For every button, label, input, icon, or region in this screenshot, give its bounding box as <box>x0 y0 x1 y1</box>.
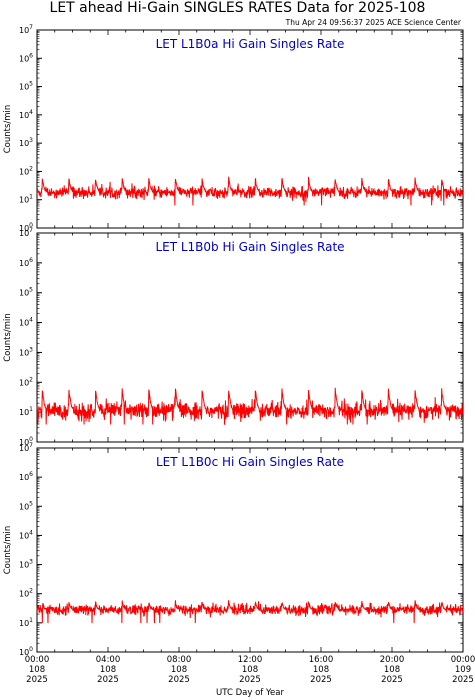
y-tick-label: 104 <box>19 317 33 328</box>
series-line <box>36 600 464 624</box>
y-tick-label: 107 <box>19 24 33 35</box>
y-tick-label: 105 <box>19 500 33 511</box>
y-axis-label: Counts/min <box>3 526 13 575</box>
x-tick-label-year: 2025 <box>97 675 119 685</box>
x-tick-label-day: 108 <box>171 665 187 675</box>
y-axis-label: Counts/min <box>3 105 13 154</box>
series-line <box>36 176 464 206</box>
y-tick-label: 104 <box>19 109 33 120</box>
x-tick-label-day: 108 <box>384 665 400 675</box>
x-tick-label-time: 08:00 <box>167 655 192 665</box>
panel-1: 100 101 102 103 104 105 106 107 Counts/min LET L1… <box>3 24 464 233</box>
chart-main-title: LET ahead Hi-Gain SINGLES RATES Data for… <box>49 0 426 16</box>
y-tick-label: 106 <box>19 471 33 482</box>
panel-2: 100 101 102 103 104 105 106 107 Counts/min LET L1… <box>3 227 464 447</box>
x-tick-label-year: 2025 <box>452 675 474 685</box>
x-tick-label-year: 2025 <box>168 675 190 685</box>
x-tick-label-time: 20:00 <box>380 655 405 665</box>
x-tick-label-day: 109 <box>455 665 471 675</box>
y-tick-label: 107 <box>19 442 33 453</box>
x-tick-label-year: 2025 <box>26 675 48 685</box>
y-tick-label: 106 <box>19 52 33 63</box>
y-axis-label: Counts/min <box>3 313 13 362</box>
x-tick-label-day: 108 <box>29 665 45 675</box>
x-tick-label-day: 108 <box>242 665 258 675</box>
generation-timestamp: Thu Apr 24 09:56:37 2025 ACE Science Cen… <box>285 18 461 27</box>
y-tick-label: 102 <box>19 165 33 176</box>
x-tick-label-time: 04:00 <box>96 655 121 665</box>
x-tick-label-day: 108 <box>313 665 329 675</box>
x-tick-label-day: 108 <box>100 665 116 675</box>
x-tick-label-year: 2025 <box>310 675 332 685</box>
y-tick-label: 100 <box>19 646 33 657</box>
x-axis: 00:00108202504:00108202508:00108202512:0… <box>25 655 475 698</box>
y-tick-label: 101 <box>19 617 33 628</box>
y-tick-label: 102 <box>19 588 33 599</box>
y-tick-label: 105 <box>19 81 33 92</box>
x-tick-label-year: 2025 <box>239 675 261 685</box>
y-tick-label: 100 <box>19 436 33 447</box>
panel-title: LET L1B0a Hi Gain Singles Rate <box>156 37 345 51</box>
y-tick-label: 101 <box>19 194 33 205</box>
panel-3: 100 101 102 103 104 105 106 107 Counts/min LET L1… <box>3 442 464 657</box>
x-tick-label-time: 00:00 <box>25 655 50 665</box>
y-tick-label: 105 <box>19 287 33 298</box>
x-tick-label-time: 12:00 <box>238 655 263 665</box>
y-tick-label: 101 <box>19 406 33 417</box>
y-tick-label: 103 <box>19 137 33 148</box>
x-tick-label-time: 16:00 <box>309 655 334 665</box>
y-tick-label: 103 <box>19 559 33 570</box>
y-tick-label: 102 <box>19 376 33 387</box>
series-line <box>36 387 464 425</box>
y-tick-label: 103 <box>19 346 33 357</box>
y-tick-label: 104 <box>19 529 33 540</box>
x-tick-label-time: 00:00 <box>451 655 475 665</box>
panel-title: LET L1B0b Hi Gain Singles Rate <box>155 240 344 254</box>
panel-title: LET L1B0c Hi Gain Singles Rate <box>156 455 344 469</box>
x-tick-label-year: 2025 <box>381 675 403 685</box>
y-tick-label: 107 <box>19 227 33 238</box>
y-tick-label: 100 <box>19 222 33 233</box>
x-axis-label: UTC Day of Year <box>216 688 284 698</box>
y-tick-label: 106 <box>19 257 33 268</box>
plot-frame <box>36 447 464 653</box>
